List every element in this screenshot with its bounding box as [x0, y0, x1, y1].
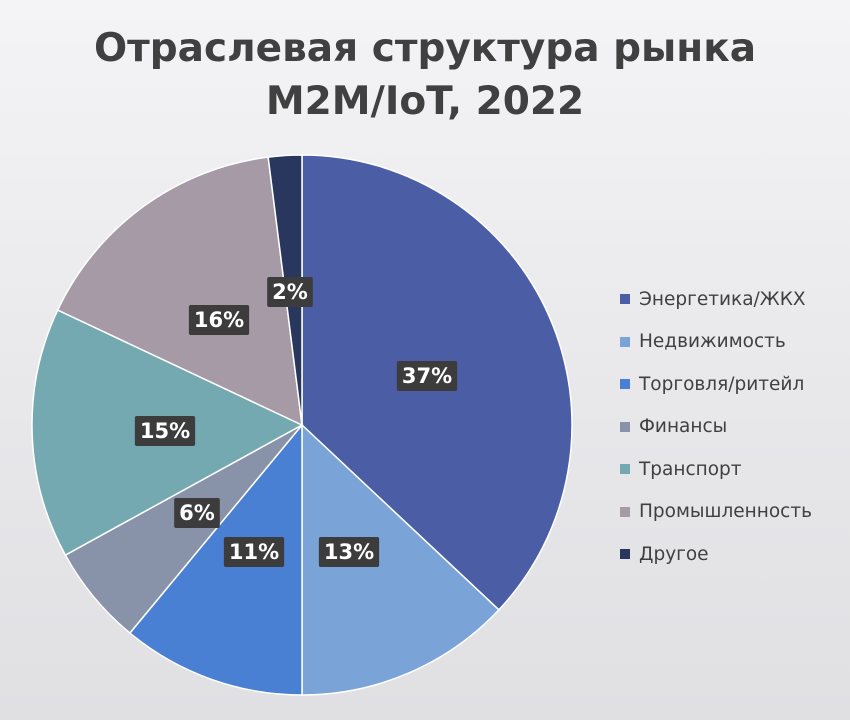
pie-slice-2 [301, 423, 500, 696]
pie-slices [31, 154, 573, 696]
legend-item-1: Энергетика/ЖКХ [620, 278, 848, 321]
svg-text:13%: 13% [324, 540, 374, 564]
chart-title-line-2: M2M/IoT, 2022 [265, 79, 585, 124]
legend-label: Транспорт [639, 458, 742, 480]
chart-title-line-1: Отраслевая структура рынка [93, 26, 757, 71]
data-label-5: 15% [134, 416, 196, 446]
legend-label: Промышленность [639, 501, 813, 523]
legend-swatch [620, 421, 630, 432]
data-label-1: 37% [396, 361, 458, 391]
legend-swatch [620, 506, 630, 517]
chart-title: Отраслевая структура рынка M2M/IoT, 2022 [0, 22, 850, 128]
legend-label: Торговля/ритейл [639, 373, 805, 395]
svg-text:6%: 6% [179, 501, 215, 525]
legend-label: Финансы [639, 416, 728, 438]
legend-label: Другое [639, 543, 709, 565]
data-label-4: 6% [174, 498, 220, 528]
svg-text:15%: 15% [140, 419, 190, 443]
legend-item-7: Другое [620, 533, 848, 576]
svg-text:37%: 37% [402, 364, 452, 388]
legend-label: Недвижимость [639, 331, 786, 353]
pie-data-labels: 37% 13% 11% 6% 15% 16% 2% [134, 277, 458, 567]
data-label-6: 16% [188, 305, 250, 335]
legend-item-6: Промышленность [620, 491, 848, 534]
legend-swatch [620, 294, 630, 305]
svg-text:11%: 11% [229, 540, 279, 564]
data-label-2: 13% [318, 537, 380, 567]
legend-label: Энергетика/ЖКХ [639, 288, 806, 310]
legend-swatch [620, 379, 630, 390]
pie-slice-6 [56, 156, 303, 427]
data-label-7: 2% [267, 277, 313, 307]
legend-swatch [620, 464, 630, 475]
legend-item-4: Финансы [620, 406, 848, 449]
legend-swatch [620, 336, 630, 347]
legend-item-2: Недвижимость [620, 321, 848, 364]
legend-item-3: Торговля/ритейл [620, 363, 848, 406]
legend-item-5: Транспорт [620, 448, 848, 491]
svg-text:2%: 2% [272, 280, 308, 304]
svg-text:16%: 16% [194, 308, 244, 332]
legend: Энергетика/ЖКХ Недвижимость Торговля/ритей… [620, 278, 848, 576]
data-label-3: 11% [223, 537, 285, 567]
legend-swatch [620, 549, 630, 560]
pie-slice-3 [128, 422, 303, 696]
